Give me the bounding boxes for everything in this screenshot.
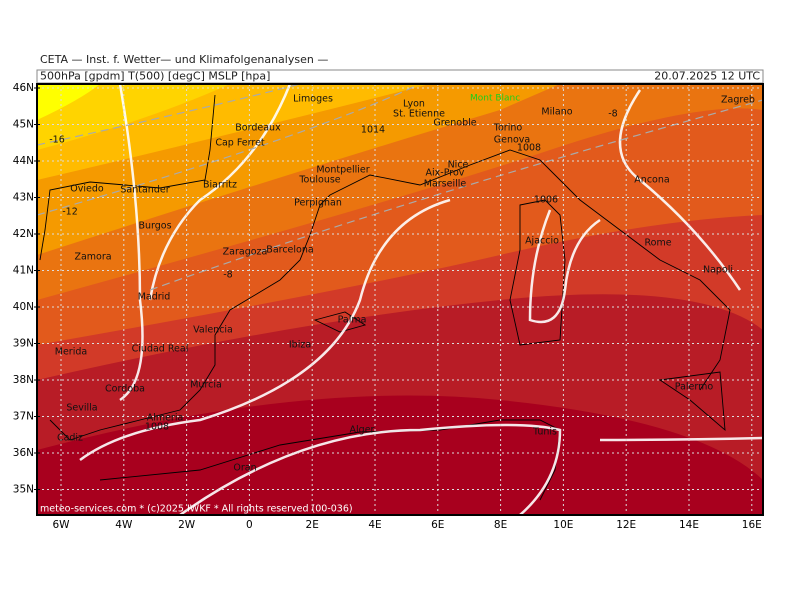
header-time: 20.07.2025 12 UTC bbox=[654, 70, 760, 83]
graticule bbox=[37, 84, 763, 515]
city-label: Valencia bbox=[193, 325, 233, 336]
city-label: Zagreb bbox=[721, 95, 755, 106]
city-label: Sevilla bbox=[66, 403, 97, 414]
city-label: Grenoble bbox=[433, 118, 476, 129]
city-label: Oran bbox=[233, 463, 256, 474]
city-label: Madrid bbox=[138, 292, 171, 303]
temp-band bbox=[37, 84, 100, 120]
latitude-label: 38N bbox=[13, 374, 34, 386]
latitude-label: 45N bbox=[13, 119, 34, 131]
map-frame bbox=[36, 83, 764, 516]
city-label: Nice bbox=[448, 160, 469, 171]
city-label: Cap Ferret bbox=[215, 138, 265, 149]
latitude-label: 44N bbox=[13, 155, 34, 167]
feature-label: Mont Blanc bbox=[470, 94, 520, 104]
labels: 46N 45N 44N 43N 42N 41N 40N 39N 38N 37N 36N 35N 6W 4W… bbox=[13, 82, 762, 531]
contour-label: -12 bbox=[62, 207, 78, 218]
contour-label: 1008 bbox=[145, 422, 169, 433]
latitude-label: 41N bbox=[13, 265, 34, 277]
city-label: Toulouse bbox=[298, 175, 340, 186]
longitude-label: 12E bbox=[616, 519, 636, 531]
city-label: Ancona bbox=[634, 175, 669, 186]
city-label: Zaragoza bbox=[223, 247, 268, 258]
city-label: Palermo bbox=[675, 382, 714, 393]
city-label: Limoges bbox=[293, 94, 333, 105]
latitude-label: 46N bbox=[13, 82, 34, 94]
city-label: Biarritz bbox=[203, 180, 237, 191]
isobars bbox=[79, 84, 763, 515]
longitude-label: 6E bbox=[431, 519, 444, 531]
city-label: Ibiza bbox=[289, 340, 311, 351]
city-label: Barcelona bbox=[266, 245, 313, 256]
city-label: Tunis bbox=[532, 427, 557, 438]
city-label: Milano bbox=[541, 107, 572, 118]
city-label: Oviedo bbox=[70, 184, 104, 195]
temp-band bbox=[37, 84, 230, 150]
longitude-label: 6W bbox=[52, 519, 70, 531]
latitude-label: 42N bbox=[13, 228, 34, 240]
city-label: Murcia bbox=[190, 380, 222, 391]
latitude-label: 36N bbox=[13, 447, 34, 459]
city-label: Aix-Prov bbox=[426, 168, 465, 179]
latitude-label: 39N bbox=[13, 338, 34, 350]
longitude-label: 10E bbox=[553, 519, 573, 531]
city-label: Alger bbox=[350, 425, 375, 436]
contour-label: -8 bbox=[608, 109, 617, 120]
latitude-label: 37N bbox=[13, 411, 34, 423]
city-label: Burgos bbox=[138, 221, 171, 232]
city-label: Santander bbox=[120, 185, 169, 196]
city-label: Cadiz bbox=[57, 433, 83, 444]
city-label: Palma bbox=[338, 315, 367, 326]
latitude-label: 43N bbox=[13, 192, 34, 204]
header-fields: 500hPa [gpdm] T(500) [degC] MSLP [hpa] bbox=[40, 70, 270, 83]
city-label: Torino bbox=[493, 123, 523, 134]
city-label: Almeria bbox=[147, 413, 184, 424]
longitude-label: 4W bbox=[115, 519, 133, 531]
longitude-label: 8E bbox=[494, 519, 507, 531]
longitude-label: 14E bbox=[679, 519, 699, 531]
city-label: Lyon bbox=[403, 99, 425, 110]
longitude-label: 0 bbox=[246, 519, 253, 531]
header-title: CETA — Inst. f. Wetter— und Klimafolgena… bbox=[40, 53, 328, 66]
map-area bbox=[37, 84, 763, 515]
longitude-label: 2W bbox=[178, 519, 196, 531]
city-label: Zamora bbox=[74, 252, 111, 263]
city-label: Perpignan bbox=[294, 198, 342, 209]
longitude-label: 4E bbox=[368, 519, 381, 531]
city-label: Rome bbox=[644, 238, 671, 249]
latitude-label: 35N bbox=[13, 484, 34, 496]
contour-label: 1008 bbox=[517, 143, 541, 154]
contour-label: -8 bbox=[223, 270, 232, 281]
city-label: Cordoba bbox=[105, 384, 145, 395]
contour-label: 1006 bbox=[534, 195, 558, 206]
longitude-label: 16E bbox=[742, 519, 762, 531]
city-label: Ciudad Real bbox=[132, 344, 189, 355]
footer: meteo-services.com * (c)2025 IWKF * All … bbox=[40, 504, 353, 515]
longitude-label: 2E bbox=[306, 519, 319, 531]
city-label: Ajaccio bbox=[525, 236, 559, 247]
contour-label: 1014 bbox=[361, 125, 385, 136]
city-label: Napoli bbox=[703, 265, 733, 276]
city-label: Montpellier bbox=[316, 165, 369, 176]
city-label: Merida bbox=[55, 347, 87, 358]
city-label: Marseille bbox=[424, 179, 467, 190]
city-label: Bordeaux bbox=[235, 123, 281, 134]
latitude-label: 40N bbox=[13, 301, 34, 313]
contour-label: -16 bbox=[49, 135, 65, 146]
city-label: Genova bbox=[494, 135, 530, 146]
city-label: St. Etienne bbox=[393, 109, 445, 120]
